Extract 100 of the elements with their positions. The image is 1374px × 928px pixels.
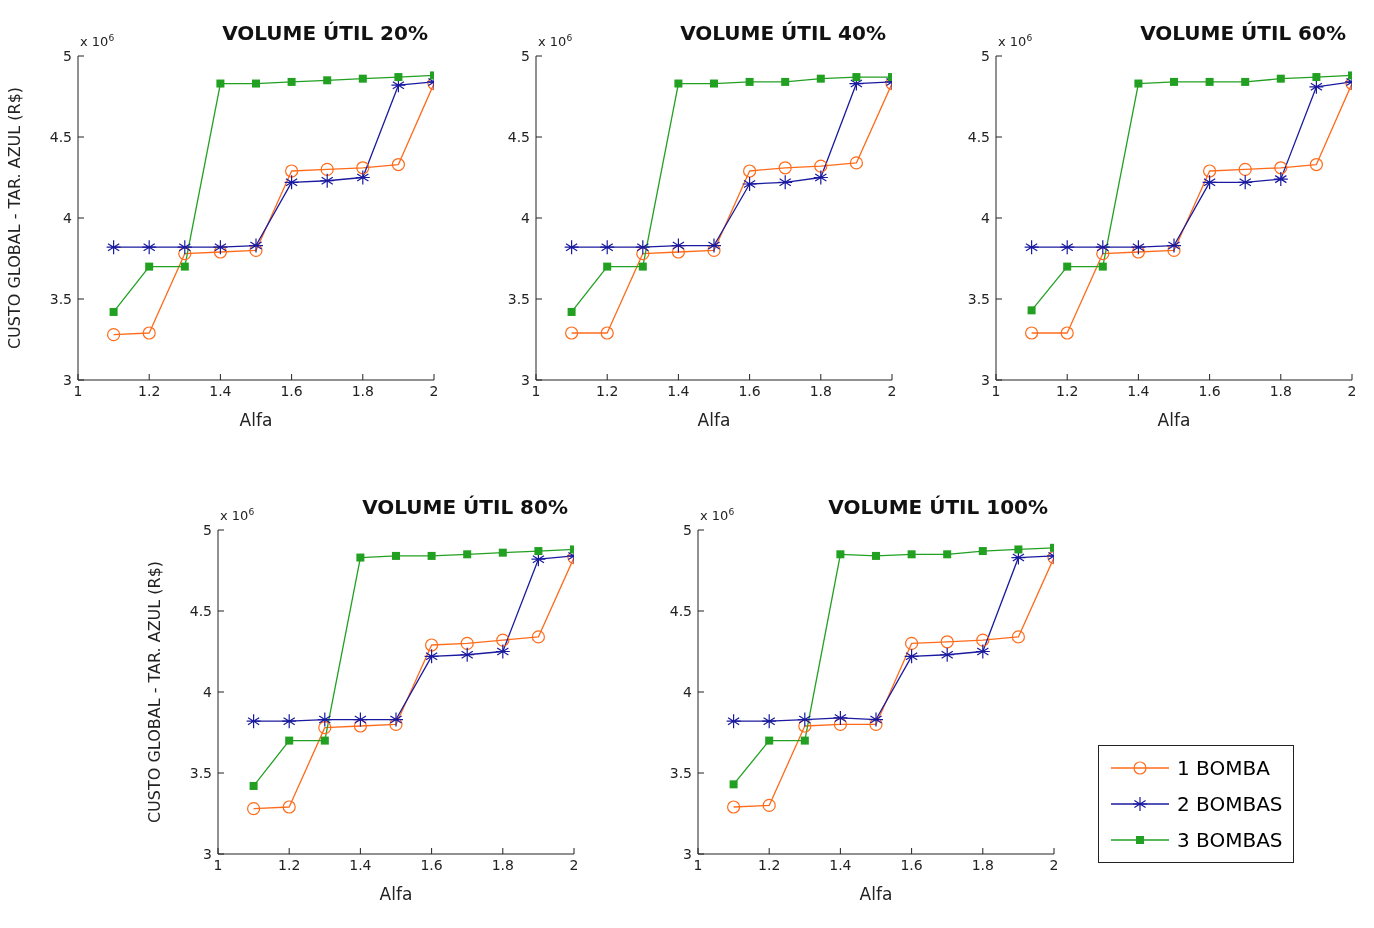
- point: [907, 550, 916, 559]
- point: [1241, 77, 1250, 86]
- point: [800, 736, 809, 745]
- x-tick-label: 1: [693, 856, 703, 873]
- point: [832, 710, 848, 726]
- point: [177, 239, 193, 255]
- point: [940, 635, 954, 649]
- x-tick-label: 1.4: [349, 856, 372, 873]
- point: [248, 237, 264, 254]
- point: [106, 239, 122, 255]
- x-tick-label: 1: [73, 382, 83, 399]
- point: [1027, 306, 1036, 315]
- point: [1011, 630, 1025, 644]
- point: [392, 551, 400, 560]
- x-tick-label: 1.2: [138, 382, 161, 399]
- point: [141, 239, 157, 255]
- point: [212, 239, 228, 255]
- y-tick-label: 3.5: [49, 290, 72, 307]
- x-tick-label: 1.2: [596, 382, 619, 399]
- point: [534, 547, 543, 556]
- chart-title: VOLUME ÚTIL 100%: [828, 495, 1048, 519]
- point: [726, 713, 742, 729]
- point: [833, 717, 847, 731]
- legend-label: 3 BOMBAS: [1177, 828, 1283, 852]
- y-tick-label: 3.5: [189, 764, 212, 781]
- point: [1308, 79, 1324, 95]
- point: [427, 551, 436, 560]
- point: [1205, 77, 1214, 86]
- x-tick-label: 2: [1347, 382, 1357, 399]
- point: [358, 74, 367, 83]
- point: [391, 157, 405, 172]
- point: [352, 711, 368, 728]
- point: [1167, 243, 1181, 257]
- point: [1095, 239, 1111, 255]
- x-tick-label: 1: [531, 382, 541, 399]
- point: [356, 553, 365, 562]
- x-tick-label: 1.6: [738, 382, 761, 399]
- text: x 10$^{6}$: [700, 507, 735, 523]
- point: [603, 262, 612, 271]
- y-tick-label: 3: [63, 371, 72, 388]
- point: [320, 162, 334, 176]
- point: [1238, 162, 1252, 176]
- x-tick-label: 1.4: [667, 382, 690, 399]
- point: [1202, 174, 1218, 190]
- x-tick-label: 1: [213, 856, 223, 873]
- point: [460, 636, 474, 650]
- x-axis-title: Alfa: [379, 884, 413, 904]
- point: [531, 630, 545, 644]
- x-tick-label: 1.8: [809, 382, 832, 399]
- point: [1098, 262, 1107, 271]
- point: [317, 711, 333, 728]
- point: [495, 643, 511, 660]
- point: [849, 156, 863, 170]
- point: [600, 326, 614, 340]
- chart-title: VOLUME ÚTIL 40%: [680, 21, 886, 45]
- x-tick-label: 1.4: [1127, 382, 1150, 399]
- point: [745, 77, 754, 86]
- text: x 10$^{6}$: [220, 507, 255, 523]
- point: [1274, 161, 1288, 175]
- point: [252, 79, 260, 88]
- point: [1063, 262, 1072, 271]
- point: [285, 164, 299, 178]
- text: x 10$^{6}$: [998, 33, 1033, 49]
- point: [216, 79, 225, 88]
- point: [674, 79, 683, 88]
- y-tick-label: 3.5: [967, 290, 990, 307]
- text: x 10$^{6}$: [538, 33, 573, 49]
- point: [394, 73, 403, 82]
- x-tick-label: 1: [991, 382, 1001, 399]
- x-tick-label: 1.4: [829, 856, 852, 873]
- x-tick-label: 2: [887, 382, 897, 399]
- y-tick-label: 4: [63, 209, 73, 226]
- point: [798, 719, 812, 733]
- point: [852, 73, 861, 82]
- point: [282, 800, 296, 814]
- point: [670, 237, 686, 254]
- x-tick-label: 1.8: [351, 382, 374, 399]
- x-tick-label: 2: [569, 856, 579, 873]
- point: [905, 636, 919, 650]
- x-tick-label: 1.6: [900, 856, 923, 873]
- y-axis-title: CUSTO GLOBAL - TAR. AZUL (R$): [144, 560, 164, 824]
- point: [1276, 74, 1285, 83]
- point: [281, 713, 297, 729]
- point: [425, 638, 439, 652]
- point: [761, 713, 777, 729]
- y-tick-label: 4.5: [669, 602, 692, 619]
- y-tick-label: 4.5: [967, 128, 990, 145]
- point: [778, 161, 792, 175]
- point: [1014, 545, 1023, 554]
- y-tick-label: 5: [683, 521, 692, 538]
- point: [1131, 245, 1145, 259]
- point: [107, 328, 121, 342]
- text: x 10$^{6}$: [80, 33, 115, 49]
- point: [142, 326, 156, 340]
- point: [836, 550, 845, 559]
- point: [285, 736, 294, 745]
- point: [816, 74, 825, 83]
- point: [939, 647, 955, 663]
- point: [872, 551, 880, 560]
- point: [729, 780, 738, 789]
